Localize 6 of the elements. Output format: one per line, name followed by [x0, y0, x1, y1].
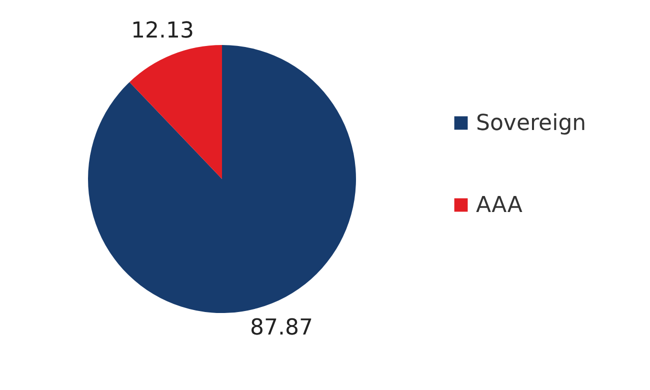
legend-label: Sovereign	[476, 111, 586, 136]
legend-label: AAA	[476, 193, 522, 218]
pie-slice	[129, 45, 222, 179]
data-label: 87.87	[250, 316, 313, 341]
data-label: 12.13	[131, 18, 194, 44]
pie-slice	[88, 45, 356, 313]
